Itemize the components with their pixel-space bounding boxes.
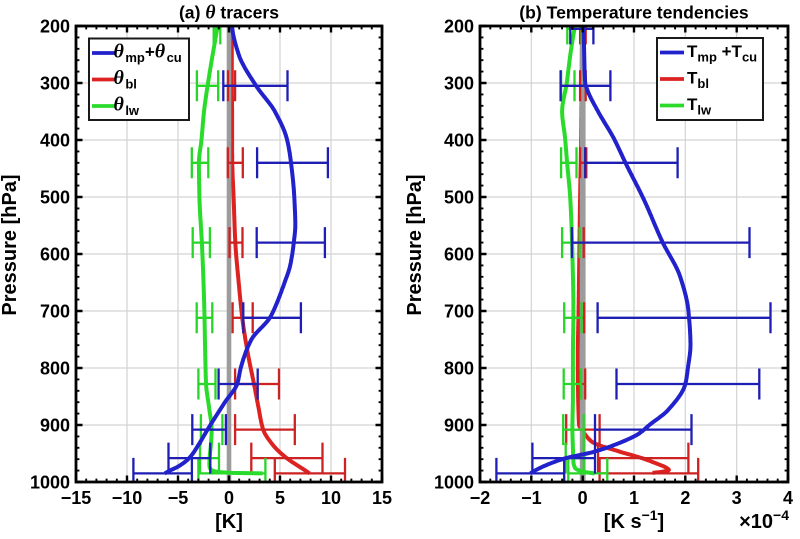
svg-text:[K]: [K]: [215, 511, 243, 533]
svg-text:10: 10: [321, 488, 341, 508]
svg-text:Tlw: Tlw: [687, 95, 712, 118]
svg-text:5: 5: [275, 488, 285, 508]
svg-text:θ lw: θ lw: [114, 94, 140, 119]
svg-text:800: 800: [444, 358, 474, 378]
svg-text:1: 1: [629, 488, 639, 508]
svg-text:(a) θ tracers: (a) θ tracers: [179, 3, 279, 24]
svg-text:600: 600: [444, 244, 474, 264]
svg-text:(b) Temperature tendencies: (b) Temperature tendencies: [519, 3, 749, 23]
svg-text:4: 4: [783, 488, 793, 508]
svg-text:θ bl: θ bl: [114, 67, 137, 92]
svg-text:300: 300: [444, 73, 474, 93]
svg-text:3: 3: [732, 488, 742, 508]
svg-text:0: 0: [224, 488, 234, 508]
svg-text:400: 400: [40, 130, 70, 150]
svg-text:900: 900: [444, 415, 474, 435]
svg-text:0: 0: [578, 488, 588, 508]
svg-text:2: 2: [680, 488, 690, 508]
svg-text:500: 500: [444, 187, 474, 207]
svg-text:500: 500: [40, 187, 70, 207]
svg-text:900: 900: [40, 415, 70, 435]
svg-text:400: 400: [444, 130, 474, 150]
svg-text:−2: −2: [470, 488, 491, 508]
svg-text:200: 200: [40, 16, 70, 36]
svg-text:Pressure [hPa]: Pressure [hPa]: [0, 174, 21, 315]
svg-text:700: 700: [40, 301, 70, 321]
svg-text:−1: −1: [521, 488, 542, 508]
svg-text:Pressure [hPa]: Pressure [hPa]: [404, 174, 426, 315]
svg-text:1000: 1000: [434, 472, 474, 492]
svg-text:700: 700: [444, 301, 474, 321]
svg-text:θ mp+θ cu: θ mp+θ cu: [114, 41, 182, 66]
svg-text:800: 800: [40, 358, 70, 378]
svg-text:−5: −5: [168, 488, 189, 508]
svg-text:×10−4: ×10−4: [739, 507, 789, 533]
svg-text:−15: −15: [61, 488, 92, 508]
svg-text:600: 600: [40, 244, 70, 264]
svg-text:300: 300: [40, 73, 70, 93]
svg-text:15: 15: [372, 488, 392, 508]
svg-text:−10: −10: [112, 488, 143, 508]
svg-text:200: 200: [444, 16, 474, 36]
svg-text:1000: 1000: [30, 472, 70, 492]
